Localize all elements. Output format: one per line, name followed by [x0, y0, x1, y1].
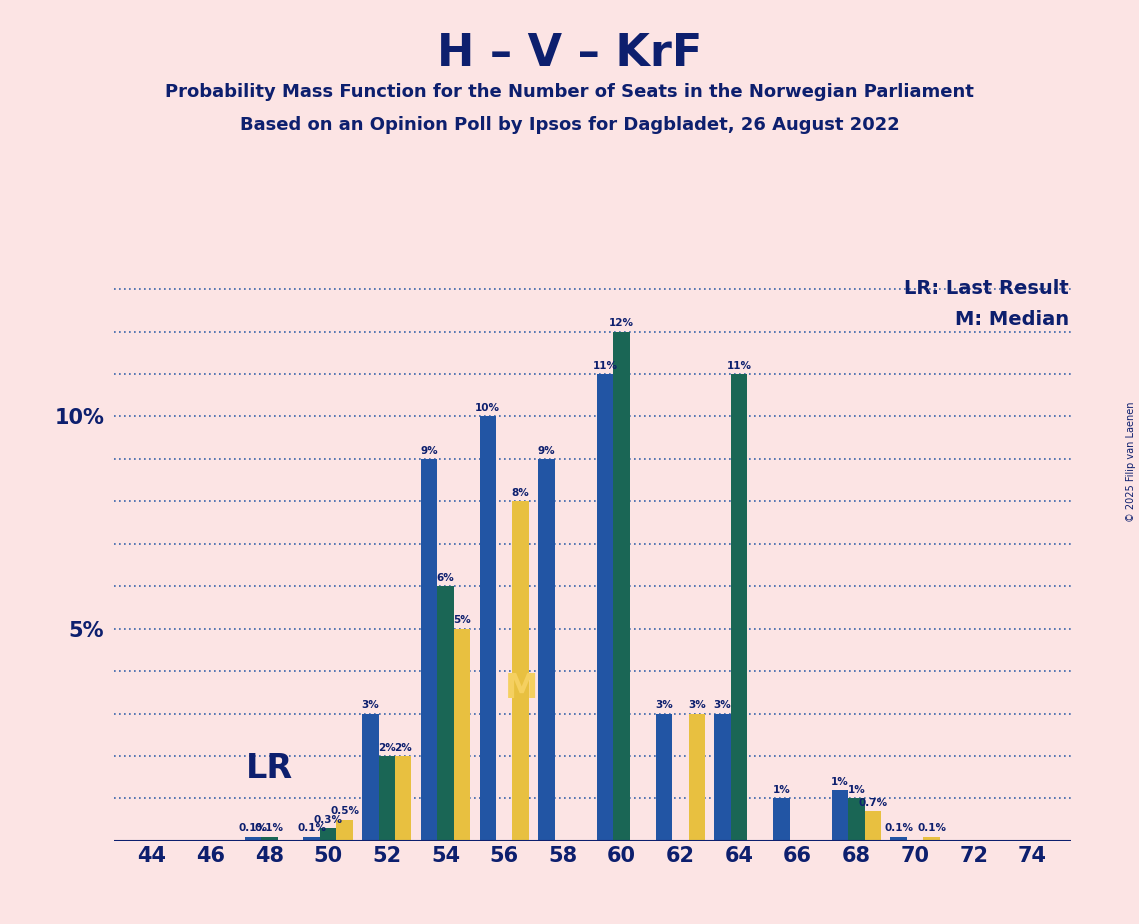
Bar — [261, 836, 278, 841]
Bar — [865, 811, 882, 841]
Text: 0.3%: 0.3% — [313, 815, 343, 825]
Bar — [453, 628, 470, 841]
Text: LR: Last Result: LR: Last Result — [904, 278, 1068, 298]
Text: LR: LR — [246, 752, 293, 785]
Text: M: Median: M: Median — [954, 310, 1068, 329]
Text: 0.1%: 0.1% — [884, 823, 913, 833]
Bar — [480, 417, 495, 841]
Text: 8%: 8% — [511, 488, 530, 498]
Text: 2%: 2% — [394, 743, 412, 752]
Text: 1%: 1% — [772, 785, 790, 795]
Bar — [891, 836, 907, 841]
Text: Based on an Opinion Poll by Ipsos for Dagbladet, 26 August 2022: Based on an Opinion Poll by Ipsos for Da… — [239, 116, 900, 133]
Bar — [714, 713, 731, 841]
Text: 0.1%: 0.1% — [238, 823, 268, 833]
Text: 0.7%: 0.7% — [859, 797, 887, 808]
Bar — [513, 502, 528, 841]
Bar — [597, 374, 614, 841]
Bar — [773, 798, 789, 841]
Text: 9%: 9% — [538, 445, 556, 456]
Text: M: M — [506, 672, 539, 705]
Text: 0.1%: 0.1% — [255, 823, 284, 833]
Bar — [395, 756, 411, 841]
Text: © 2025 Filip van Laenen: © 2025 Filip van Laenen — [1126, 402, 1136, 522]
Bar — [924, 836, 940, 841]
Text: 3%: 3% — [655, 700, 673, 711]
Bar — [336, 820, 353, 841]
Text: 1%: 1% — [831, 776, 849, 786]
Bar — [614, 332, 630, 841]
Bar — [421, 459, 437, 841]
Text: 11%: 11% — [592, 360, 617, 371]
Bar — [362, 713, 378, 841]
Text: 0.1%: 0.1% — [917, 823, 947, 833]
Text: 2%: 2% — [378, 743, 395, 752]
Bar — [320, 828, 336, 841]
Bar — [539, 459, 555, 841]
Text: 3%: 3% — [714, 700, 731, 711]
Bar — [731, 374, 747, 841]
Text: 3%: 3% — [361, 700, 379, 711]
Bar — [849, 798, 865, 841]
Text: 9%: 9% — [420, 445, 437, 456]
Text: Probability Mass Function for the Number of Seats in the Norwegian Parliament: Probability Mass Function for the Number… — [165, 83, 974, 101]
Bar — [245, 836, 261, 841]
Bar — [831, 790, 849, 841]
Text: 12%: 12% — [609, 318, 634, 328]
Text: 0.1%: 0.1% — [297, 823, 326, 833]
Text: 5%: 5% — [453, 615, 470, 626]
Text: 1%: 1% — [847, 785, 866, 795]
Bar — [656, 713, 672, 841]
Text: 3%: 3% — [688, 700, 706, 711]
Text: 0.5%: 0.5% — [330, 807, 359, 816]
Bar — [303, 836, 320, 841]
Bar — [378, 756, 395, 841]
Text: H – V – KrF: H – V – KrF — [437, 32, 702, 76]
Bar — [437, 586, 453, 841]
Bar — [689, 713, 705, 841]
Text: 10%: 10% — [475, 403, 500, 413]
Text: 6%: 6% — [436, 573, 454, 583]
Text: 11%: 11% — [727, 360, 752, 371]
